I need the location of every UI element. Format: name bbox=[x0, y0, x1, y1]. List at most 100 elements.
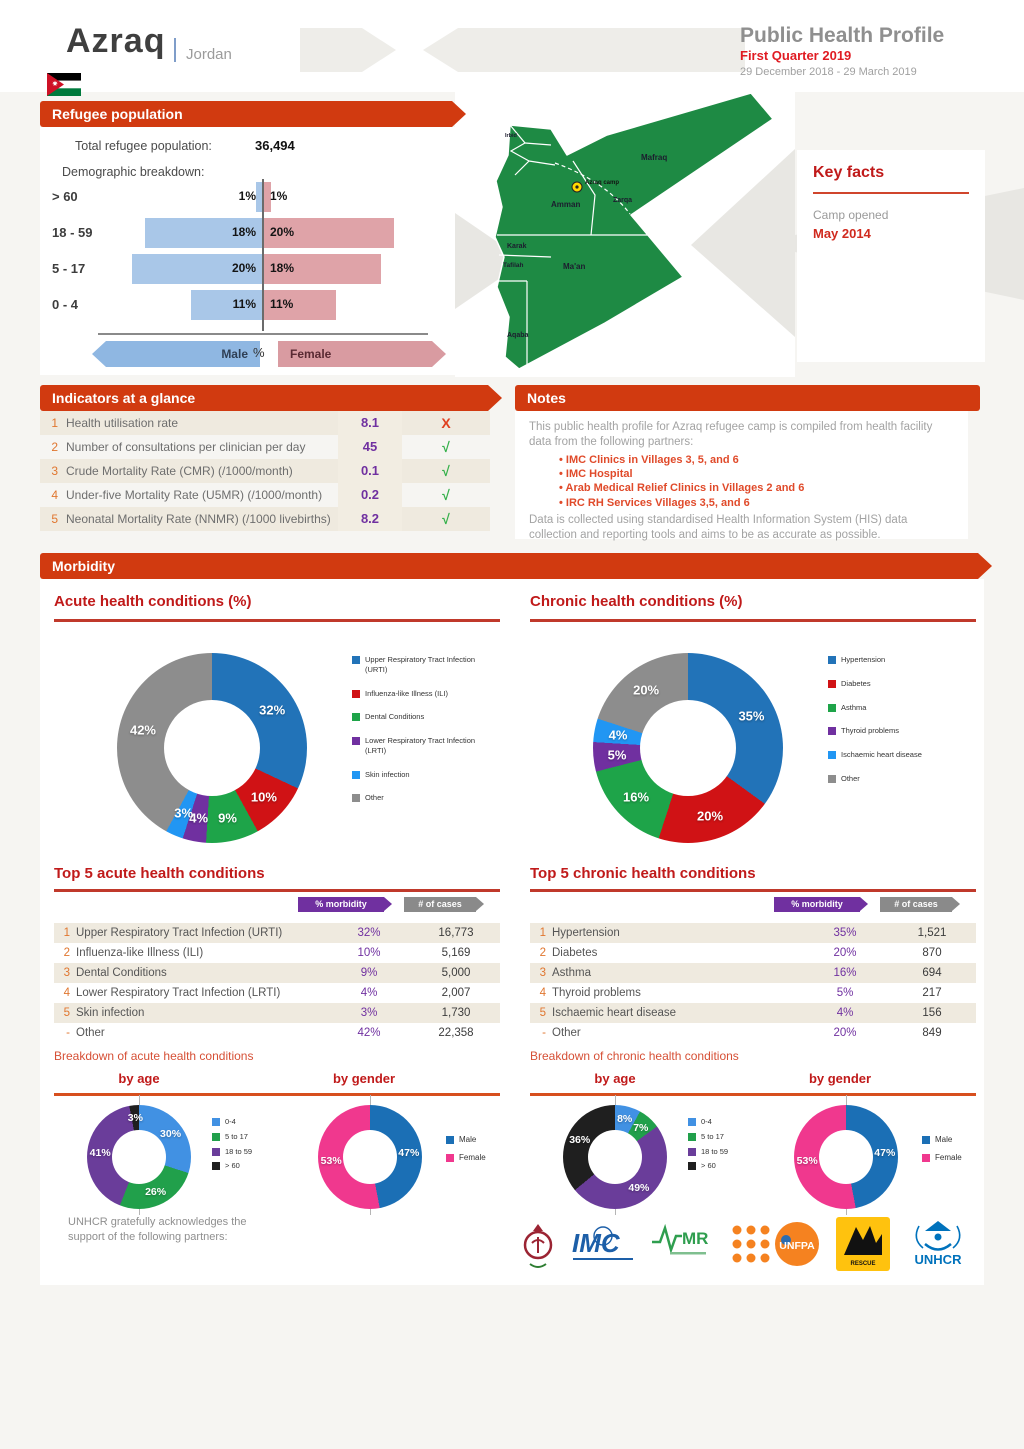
title-underline bbox=[54, 889, 500, 892]
indicator-value: 8.2 bbox=[338, 507, 402, 531]
legend-item: 18 to 59 bbox=[688, 1147, 728, 1157]
donut-percent-label: 3% bbox=[127, 1112, 143, 1125]
indicator-number: 2 bbox=[51, 440, 58, 454]
donut-percent-label: 26% bbox=[145, 1186, 167, 1199]
legend-item: 5 to 17 bbox=[688, 1132, 728, 1142]
condition-row: - Other 20% 849 bbox=[530, 1023, 976, 1043]
condition-percent: 4% bbox=[836, 1007, 854, 1019]
male-bar bbox=[255, 182, 262, 212]
report-date-range: 29 December 2018 - 29 March 2019 bbox=[740, 66, 917, 78]
condition-row: 1 Hypertension 35% 1,521 bbox=[530, 923, 976, 943]
notes-partner-item: IRC RH Services Villages 3,5, and 6 bbox=[559, 496, 954, 510]
svg-text:MR: MR bbox=[682, 1229, 708, 1248]
condition-row: 2 Influenza-like Illness (ILI) 10% 5,169 bbox=[54, 943, 500, 963]
legend-label: 5 to 17 bbox=[701, 1131, 724, 1141]
pyramid-row: 18 - 59 18% 20% bbox=[40, 215, 455, 251]
chronic-by-age-donut: 8% 7% 49% 36% bbox=[563, 1105, 667, 1209]
acknowledgement-text: UNHCR gratefully acknowledges the suppor… bbox=[68, 1216, 247, 1243]
pyramid-row: 0 - 4 11% 11% bbox=[40, 287, 455, 323]
condition-cases: 22,358 bbox=[438, 1027, 474, 1039]
condition-label: Skin infection bbox=[76, 1007, 145, 1019]
legend-label: Skin infection bbox=[365, 769, 410, 779]
legend-swatch bbox=[828, 727, 836, 736]
legend-swatch bbox=[828, 703, 836, 712]
notes-partner-item: Arab Medical Relief Clinics in Villages … bbox=[559, 481, 954, 495]
legend-swatch bbox=[352, 737, 360, 745]
legend-label: Asthma bbox=[841, 702, 867, 712]
morbidity-column-tag: % morbidity bbox=[774, 897, 868, 912]
notes-partner-item: IMC Hospital bbox=[559, 467, 954, 481]
legend-swatch bbox=[828, 656, 836, 664]
condition-number: 3 bbox=[539, 967, 546, 979]
arab-medical-relief-logo: MR bbox=[652, 1223, 708, 1255]
notes-partner-list: IMC Clinics in Villages 3, 5, and 6IMC H… bbox=[559, 453, 954, 510]
condition-number: 1 bbox=[539, 927, 546, 939]
legend-item: Diabetes bbox=[828, 679, 970, 689]
donut-percent-label: 53% bbox=[320, 1154, 342, 1167]
condition-number: 4 bbox=[63, 987, 70, 999]
legend-label: Male bbox=[935, 1135, 953, 1144]
donut-percent-label: 47% bbox=[398, 1147, 420, 1160]
legend-label: Diabetes bbox=[841, 678, 871, 688]
age-group-label: 0 - 4 bbox=[52, 297, 79, 312]
legend-swatch bbox=[352, 713, 360, 722]
donut-hole bbox=[112, 1130, 166, 1184]
unfpa-logo: UNFPA bbox=[732, 1222, 819, 1266]
indicator-number: 3 bbox=[51, 464, 58, 478]
report-quarter: First Quarter 2019 bbox=[740, 48, 852, 63]
indicator-status-icon: √ bbox=[442, 463, 450, 479]
map-label-irbid: Irbid bbox=[505, 133, 517, 139]
map-label-mafraq: Mafraq bbox=[641, 153, 667, 162]
donut-percent-label: 32% bbox=[259, 702, 286, 718]
condition-row: - Other 42% 22,358 bbox=[54, 1023, 500, 1043]
notes-banner: Notes bbox=[515, 385, 980, 411]
map-label-amman: Amman bbox=[551, 200, 580, 209]
chronic-conditions-legend: Hypertension Diabetes Asthma Thyroid proble… bbox=[828, 655, 970, 798]
condition-percent: 4% bbox=[360, 987, 378, 999]
legend-swatch bbox=[212, 1147, 220, 1156]
condition-row: 3 Asthma 16% 694 bbox=[530, 963, 976, 983]
azraq-camp-marker-label: Azraq camp bbox=[585, 180, 619, 186]
condition-row: 3 Dental Conditions 9% 5,000 bbox=[54, 963, 500, 983]
condition-row: 4 Thyroid problems 5% 217 bbox=[530, 983, 976, 1003]
indicator-label: Neonatal Mortality Rate (NNMR) (/1000 li… bbox=[66, 512, 331, 526]
imc-logo: IMC bbox=[572, 1226, 633, 1260]
legend-item: 0-4 bbox=[688, 1117, 728, 1127]
legend-label: Influenza-like Illness (ILI) bbox=[365, 688, 448, 698]
legend-label: Male bbox=[459, 1135, 477, 1144]
donut-percent-label: 3% bbox=[174, 805, 194, 821]
condition-label: Dental Conditions bbox=[76, 967, 167, 979]
cases-column-tag: # of cases bbox=[404, 897, 484, 912]
female-percent-label: 1% bbox=[270, 189, 288, 203]
condition-percent: 5% bbox=[836, 987, 854, 999]
legend-swatch bbox=[688, 1118, 696, 1126]
legend-swatch bbox=[688, 1132, 696, 1141]
top5-acute-table: 1 Upper Respiratory Tract Infection (URTI… bbox=[54, 923, 500, 1043]
condition-cases: 16,773 bbox=[438, 927, 474, 939]
legend-label: Female bbox=[935, 1153, 962, 1163]
legend-swatch bbox=[212, 1118, 220, 1126]
legend-item: Ischaemic heart disease bbox=[828, 750, 970, 760]
map-label-maan: Ma'an bbox=[563, 262, 585, 271]
legend-item: Hypertension bbox=[828, 655, 970, 665]
by-age-label: by age bbox=[118, 1071, 160, 1086]
donut-hole bbox=[819, 1130, 873, 1184]
legend-label: Female bbox=[459, 1153, 486, 1163]
legend-item: > 60 bbox=[212, 1161, 252, 1171]
condition-row: 5 Skin infection 3% 1,730 bbox=[54, 1003, 500, 1023]
legend-label: Hypertension bbox=[841, 655, 886, 664]
top5-chronic-title: Top 5 chronic health conditions bbox=[530, 865, 756, 882]
indicator-label: Under-five Mortality Rate (U5MR) (/1000/… bbox=[66, 488, 323, 502]
donut-percent-label: 49% bbox=[628, 1181, 650, 1194]
key-facts-card: Key facts Camp opened May 2014 bbox=[797, 150, 985, 362]
male-percent-label: 11% bbox=[232, 297, 256, 311]
chronic-conditions-donut: 35% 20% 16% 5% 4% 20% bbox=[593, 653, 783, 843]
condition-cases: 2,007 bbox=[441, 987, 471, 999]
condition-cases: 5,000 bbox=[441, 967, 471, 979]
map-label-zarqa: Zarqa bbox=[613, 197, 632, 204]
condition-number: 2 bbox=[539, 947, 546, 959]
condition-number: 5 bbox=[63, 1007, 70, 1019]
acute-by-age-donut: 30% 26% 41% 3% bbox=[87, 1105, 191, 1209]
male-percent-label: 1% bbox=[238, 189, 256, 203]
